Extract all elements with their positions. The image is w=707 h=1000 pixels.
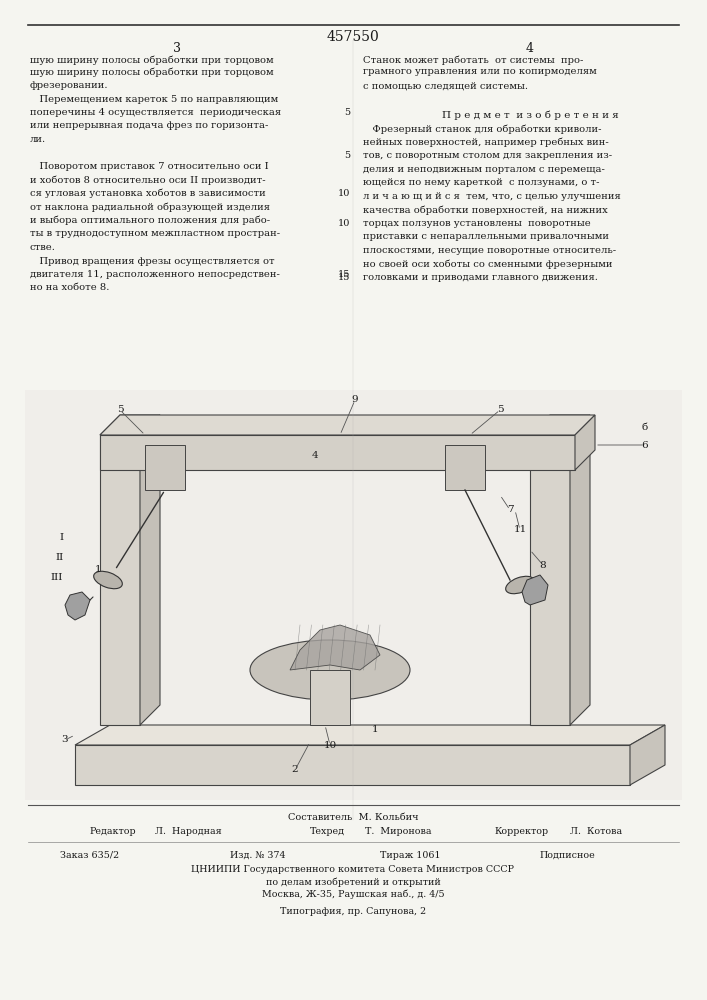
Text: 15: 15 <box>338 273 350 282</box>
Ellipse shape <box>93 571 122 589</box>
Text: делия и неподвижным порталом с перемеща-: делия и неподвижным порталом с перемеща- <box>363 165 605 174</box>
Text: 5: 5 <box>344 108 350 117</box>
Text: Т.  Миронова: Т. Миронова <box>365 828 431 836</box>
Text: 10: 10 <box>338 189 350 198</box>
Polygon shape <box>65 592 90 620</box>
Text: Заказ 635/2: Заказ 635/2 <box>60 850 119 859</box>
Text: Редактор: Редактор <box>90 828 136 836</box>
Polygon shape <box>100 415 160 435</box>
Text: 9: 9 <box>351 395 358 404</box>
Text: и хоботов 8 относительно оси II производит-: и хоботов 8 относительно оси II производ… <box>30 175 266 185</box>
Bar <box>25 390 682 800</box>
Text: и выбора оптимального положения для рабо-: и выбора оптимального положения для рабо… <box>30 216 270 225</box>
Text: 10: 10 <box>338 219 350 228</box>
Text: б: б <box>642 424 648 432</box>
Text: шую ширину полосы обработки при торцовом: шую ширину полосы обработки при торцовом <box>30 55 274 65</box>
Bar <box>445 445 485 490</box>
Text: 5: 5 <box>497 406 503 414</box>
Bar <box>145 445 185 490</box>
Polygon shape <box>100 415 595 435</box>
Text: Л.  Котова: Л. Котова <box>570 828 622 836</box>
Text: плоскостями, несущие поворотные относитель-: плоскостями, несущие поворотные относите… <box>363 246 616 255</box>
FancyArrowPatch shape <box>83 597 93 607</box>
Text: Л.  Народная: Л. Народная <box>155 828 222 836</box>
Text: двигателя 11, расположенного непосредствен-: двигателя 11, расположенного непосредств… <box>30 270 280 279</box>
Polygon shape <box>290 625 380 670</box>
Text: ЦНИИПИ Государственного комитета Совета Министров СССР: ЦНИИПИ Государственного комитета Совета … <box>192 865 515 874</box>
Bar <box>100 435 575 470</box>
Bar <box>530 435 570 725</box>
Text: Поворотом приставок 7 относительно оси I: Поворотом приставок 7 относительно оси I <box>30 162 269 171</box>
Text: Составитель  М. Кольбич: Составитель М. Кольбич <box>288 812 419 822</box>
Text: Москва, Ж-35, Раушская наб., д. 4/5: Москва, Ж-35, Раушская наб., д. 4/5 <box>262 889 444 899</box>
Text: 10: 10 <box>323 740 337 750</box>
Text: Корректор: Корректор <box>495 828 549 836</box>
Text: Изд. № 374: Изд. № 374 <box>230 850 286 859</box>
Bar <box>100 435 140 725</box>
Text: но своей оси хоботы со сменными фрезерными: но своей оси хоботы со сменными фрезерны… <box>363 259 612 269</box>
Text: от наклона радиальной образующей изделия: от наклона радиальной образующей изделия <box>30 202 270 212</box>
Text: 5: 5 <box>344 151 350 160</box>
Text: 7: 7 <box>507 506 513 514</box>
Text: 2: 2 <box>292 766 298 774</box>
Text: с помощью следящей системы.: с помощью следящей системы. <box>363 81 528 90</box>
Text: 15: 15 <box>338 270 350 279</box>
Text: III: III <box>51 574 63 582</box>
Text: 6: 6 <box>642 440 648 450</box>
Text: л и ч а ю щ и й с я  тем, что, с целью улучшения: л и ч а ю щ и й с я тем, что, с целью ул… <box>363 192 621 201</box>
Polygon shape <box>570 415 590 725</box>
Text: нейных поверхностей, например гребных вин-: нейных поверхностей, например гребных ви… <box>363 138 609 147</box>
Text: фрезеровании.: фрезеровании. <box>30 81 108 90</box>
Text: Типография, пр. Сапунова, 2: Типография, пр. Сапунова, 2 <box>280 908 426 916</box>
Polygon shape <box>140 415 160 725</box>
Polygon shape <box>630 725 665 785</box>
Polygon shape <box>530 415 590 435</box>
Bar <box>310 670 350 725</box>
Text: Тираж 1061: Тираж 1061 <box>380 850 440 859</box>
Polygon shape <box>75 725 665 745</box>
Text: ли.: ли. <box>30 135 46 144</box>
Text: 1: 1 <box>372 726 378 734</box>
Text: ся угловая установка хоботов в зависимости: ся угловая установка хоботов в зависимос… <box>30 189 266 198</box>
Text: торцах ползунов установлены  поворотные: торцах ползунов установлены поворотные <box>363 219 591 228</box>
Text: ющейся по нему кареткой  с ползунами, о т-: ющейся по нему кареткой с ползунами, о т… <box>363 178 600 187</box>
Text: I: I <box>60 534 64 542</box>
Text: 4: 4 <box>312 450 318 460</box>
Text: 5: 5 <box>117 406 123 414</box>
Text: или непрерывная подача фрез по горизонта-: или непрерывная подача фрез по горизонта… <box>30 121 269 130</box>
Text: приставки с непараллельными привалочными: приставки с непараллельными привалочными <box>363 232 609 241</box>
Text: 8: 8 <box>539 560 547 570</box>
Text: головками и приводами главного движения.: головками и приводами главного движения. <box>363 273 598 282</box>
Text: П р е д м е т  и з о б р е т е н и я: П р е д м е т и з о б р е т е н и я <box>442 110 619 120</box>
Ellipse shape <box>250 640 410 700</box>
Text: 11: 11 <box>513 526 527 534</box>
Text: тов, с поворотным столом для закрепления из-: тов, с поворотным столом для закрепления… <box>363 151 612 160</box>
Polygon shape <box>522 575 548 605</box>
Text: грамного управления или по копирмоделям: грамного управления или по копирмоделям <box>363 68 597 77</box>
Text: поперечины 4 осуществляется  периодическая: поперечины 4 осуществляется периодическа… <box>30 108 281 117</box>
Text: качества обработки поверхностей, на нижних: качества обработки поверхностей, на нижн… <box>363 205 608 215</box>
Text: Фрезерный станок для обработки криволи-: Фрезерный станок для обработки криволи- <box>363 124 602 134</box>
Text: 3: 3 <box>173 42 181 55</box>
Text: 1: 1 <box>95 566 101 574</box>
Text: шую ширину полосы обработки при торцовом: шую ширину полосы обработки при торцовом <box>30 67 274 77</box>
Text: 3: 3 <box>62 736 69 744</box>
Text: 4: 4 <box>526 42 534 55</box>
Text: Техред: Техред <box>310 828 345 836</box>
Polygon shape <box>575 415 595 470</box>
Text: Подписное: Подписное <box>540 850 596 859</box>
Text: по делам изобретений и открытий: по делам изобретений и открытий <box>266 877 440 887</box>
Polygon shape <box>75 745 630 785</box>
Text: Станок может работать  от системы  про-: Станок может работать от системы про- <box>363 55 583 65</box>
Ellipse shape <box>506 576 534 594</box>
Text: но на хоботе 8.: но на хоботе 8. <box>30 284 110 292</box>
Text: Привод вращения фрезы осуществляется от: Привод вращения фрезы осуществляется от <box>30 256 274 265</box>
Text: 457550: 457550 <box>327 30 380 44</box>
Text: ты в труднодоступном межпластном простран-: ты в труднодоступном межпластном простра… <box>30 230 280 238</box>
Text: стве.: стве. <box>30 243 56 252</box>
Text: Перемещением кареток 5 по направляющим: Перемещением кареток 5 по направляющим <box>30 95 279 104</box>
Text: II: II <box>56 554 64 562</box>
